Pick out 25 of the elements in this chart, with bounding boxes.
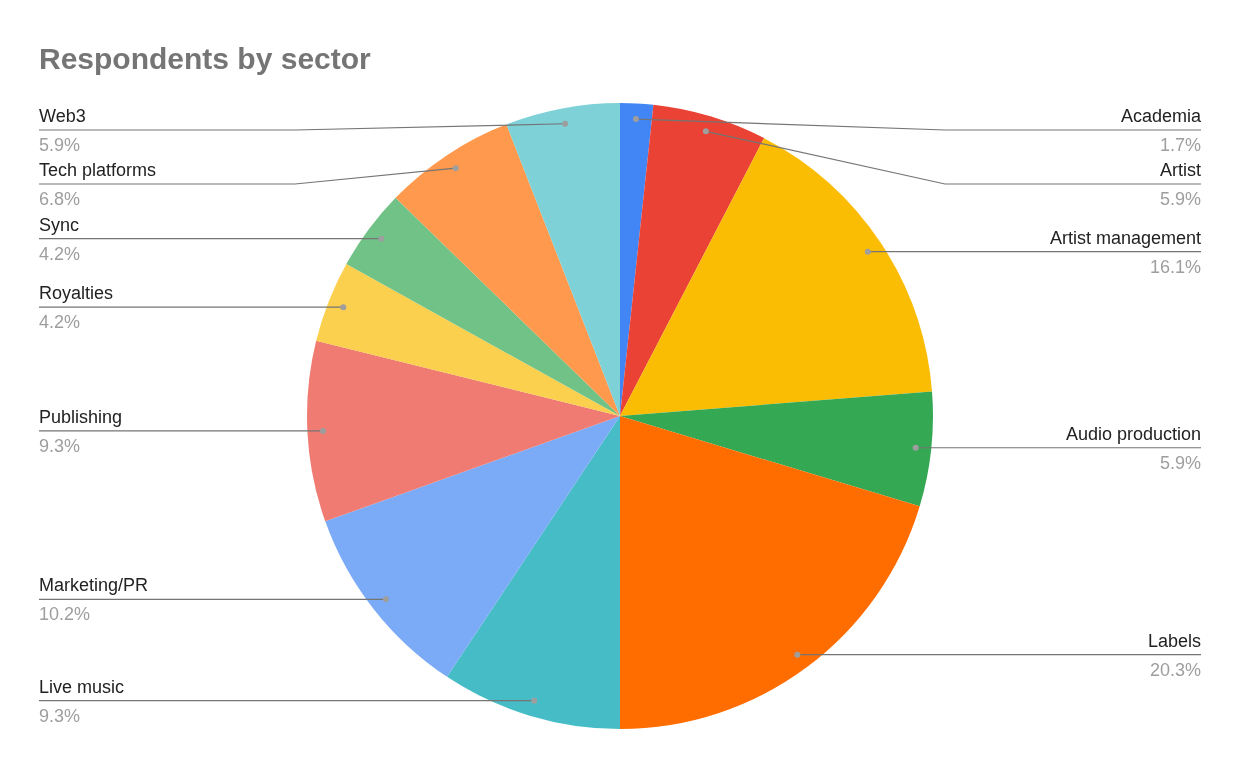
- data-label: 6.8%: [39, 189, 81, 209]
- slice-label: Audio production: [1065, 423, 1201, 444]
- data-label: 20.3%: [1149, 659, 1201, 680]
- slice-label: Marketing/PR: [39, 575, 149, 596]
- slice-label: Royalties: [39, 283, 114, 304]
- data-label: 5.9%: [39, 135, 81, 155]
- data-label: 10.2%: [39, 604, 91, 625]
- slice-label: Artist: [1159, 160, 1201, 180]
- slice-label: Labels: [1147, 630, 1201, 651]
- data-label: 5.9%: [1159, 452, 1201, 473]
- data-label: 4.2%: [39, 312, 81, 333]
- data-label: 5.9%: [1159, 189, 1201, 209]
- slice-label: Academia: [1120, 106, 1202, 126]
- slice-label: Publishing: [39, 406, 123, 427]
- data-label: 9.3%: [39, 435, 81, 456]
- slice-label: Artist management: [1049, 227, 1201, 248]
- slice-label: Sync: [39, 214, 80, 235]
- data-label: 4.2%: [39, 243, 81, 264]
- slice-label: Web3: [39, 106, 86, 126]
- chart-title: Respondents by sector: [39, 42, 372, 75]
- slice-label: Live music: [39, 676, 125, 697]
- data-label: 1.7%: [1159, 135, 1201, 155]
- data-label: 16.1%: [1149, 256, 1201, 277]
- slice-label: Tech platforms: [39, 160, 157, 180]
- data-label: 9.3%: [39, 705, 81, 726]
